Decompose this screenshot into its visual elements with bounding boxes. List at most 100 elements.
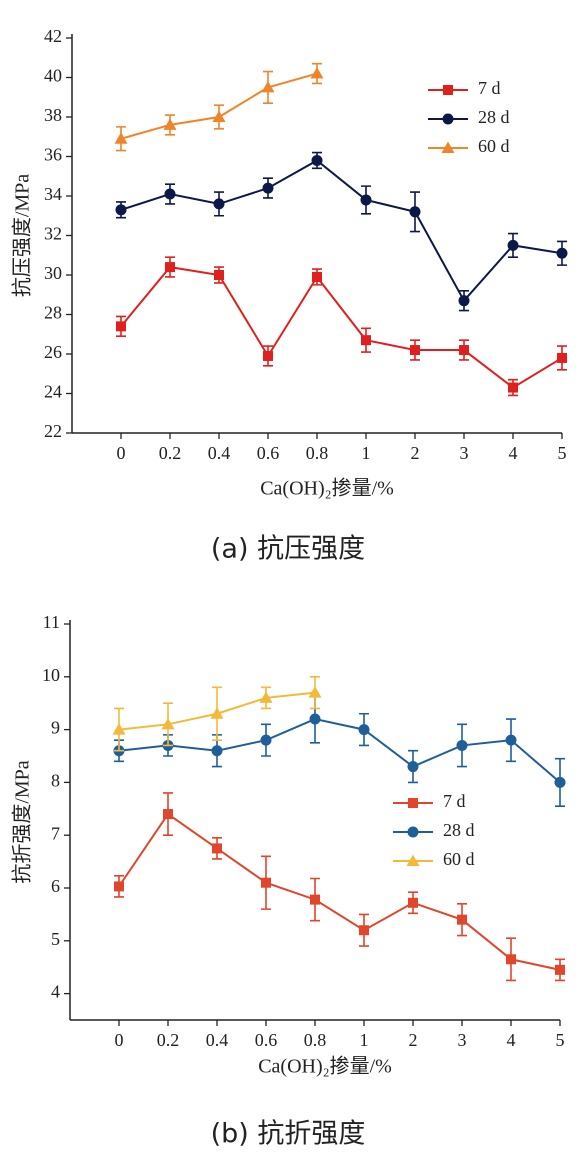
y-tick-label: 11 — [43, 612, 60, 632]
marker — [442, 113, 454, 125]
marker — [212, 110, 226, 122]
marker — [163, 118, 177, 130]
marker — [261, 877, 271, 888]
caption: (b) 抗折强度 — [211, 1119, 366, 1150]
marker — [443, 85, 453, 95]
y-tick-label: 4 — [51, 982, 60, 1002]
marker — [361, 335, 371, 346]
marker — [262, 182, 274, 194]
y-tick-label: 36 — [44, 145, 62, 165]
marker — [406, 854, 420, 866]
y-tick-label: 22 — [44, 421, 62, 441]
marker — [456, 739, 468, 751]
x-tick-label: 1 — [362, 443, 371, 463]
marker — [165, 262, 175, 273]
y-tick-label: 9 — [51, 718, 60, 738]
legend-label: 28 d — [478, 107, 510, 127]
marker — [311, 154, 323, 166]
legend-label: 7 d — [478, 78, 501, 98]
x-axis-label: Ca(OH)₂掺量/% — [260, 477, 394, 500]
x-tick-label: 0.8 — [304, 1030, 327, 1050]
y-tick-label: 32 — [44, 224, 62, 244]
marker — [164, 188, 176, 200]
legend-label: 7 d — [443, 791, 466, 811]
x-tick-label: 4 — [507, 1030, 516, 1050]
x-tick-label: 4 — [509, 443, 518, 463]
x-tick-label: 2 — [409, 1030, 418, 1050]
y-axis-label: 抗折强度/MPa — [11, 760, 34, 883]
marker — [408, 897, 418, 908]
marker — [360, 194, 372, 206]
x-tick-label: 0.4 — [206, 1030, 229, 1050]
x-tick-label: 5 — [558, 443, 567, 463]
x-tick-label: 5 — [556, 1030, 565, 1050]
y-tick-label: 5 — [51, 929, 60, 949]
marker — [112, 723, 126, 735]
y-tick-label: 40 — [44, 66, 62, 86]
x-tick-label: 3 — [460, 443, 469, 463]
x-tick-label: 3 — [458, 1030, 467, 1050]
marker — [557, 352, 567, 363]
x-tick-label: 0 — [115, 1030, 124, 1050]
y-axis-label: 抗压强度/MPa — [11, 174, 34, 297]
marker — [359, 925, 369, 936]
x-tick-label: 0.2 — [157, 1030, 180, 1050]
marker — [506, 954, 516, 965]
marker — [214, 270, 224, 280]
marker — [163, 809, 173, 820]
marker — [161, 717, 175, 730]
marker — [459, 345, 469, 356]
marker — [554, 776, 566, 788]
y-tick-label: 10 — [42, 665, 60, 685]
marker — [441, 141, 455, 153]
legend-label: 28 d — [443, 820, 475, 840]
marker — [212, 843, 222, 854]
y-tick-label: 7 — [51, 823, 60, 843]
marker — [259, 691, 273, 703]
marker — [310, 894, 320, 905]
marker — [555, 964, 565, 975]
marker — [211, 745, 223, 757]
x-tick-label: 2 — [411, 443, 420, 463]
y-tick-label: 6 — [51, 876, 60, 896]
marker — [210, 707, 224, 719]
y-tick-label: 42 — [44, 26, 62, 46]
marker — [114, 881, 124, 892]
series-line — [118, 717, 561, 784]
marker — [116, 321, 126, 332]
marker — [263, 350, 273, 361]
x-tick-label: 0.6 — [257, 443, 280, 463]
marker — [310, 67, 324, 79]
marker — [312, 271, 322, 282]
marker — [556, 247, 568, 259]
marker — [213, 198, 225, 210]
marker — [507, 239, 519, 251]
marker — [409, 206, 421, 218]
y-tick-label: 30 — [44, 263, 62, 283]
y-tick-label: 24 — [44, 382, 62, 402]
legend-label: 60 d — [478, 136, 510, 156]
x-tick-label: 0.4 — [208, 443, 231, 463]
marker — [505, 734, 517, 746]
marker — [407, 761, 419, 773]
marker — [408, 798, 418, 808]
marker — [358, 724, 370, 736]
marker — [508, 382, 518, 393]
x-axis-label: Ca(OH)₂掺量/% — [258, 1055, 392, 1078]
marker — [457, 914, 467, 925]
marker — [407, 826, 419, 838]
series-line — [118, 812, 561, 971]
x-tick-label: 0 — [117, 443, 126, 463]
y-tick-label: 26 — [44, 342, 62, 362]
y-tick-label: 28 — [44, 303, 62, 323]
marker — [458, 295, 470, 307]
x-tick-label: 1 — [360, 1030, 369, 1050]
marker — [115, 204, 127, 216]
x-tick-label: 0.2 — [159, 443, 182, 463]
y-tick-label: 38 — [44, 105, 62, 125]
y-tick-label: 8 — [51, 771, 60, 791]
caption: (a) 抗压强度 — [211, 534, 365, 565]
y-tick-label: 34 — [44, 184, 62, 204]
series-line — [120, 159, 563, 303]
